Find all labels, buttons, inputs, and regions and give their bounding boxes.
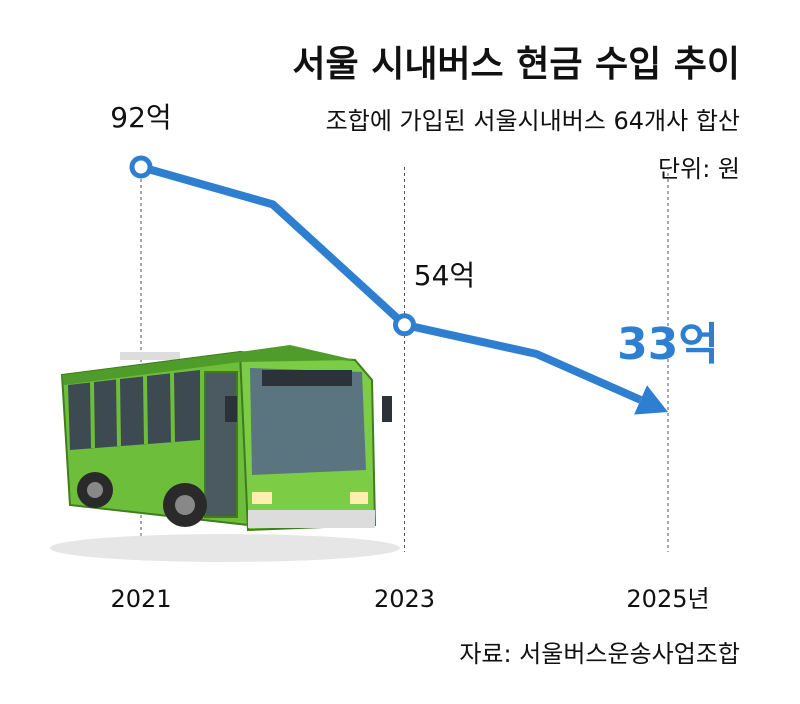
x-tick-label: 2025년 (626, 585, 709, 613)
value-label: 54억 (414, 259, 475, 292)
bus-illustration (50, 345, 400, 562)
value-label: 92억 (110, 101, 171, 134)
subtitle: 조합에 가입된 서울시내버스 64개사 합산 (326, 107, 740, 135)
plot-area: 2021 2023 2025년 92억 54억 33억 (110, 101, 719, 613)
point-marker (393, 313, 416, 337)
x-tick-label: 2023 (374, 585, 435, 613)
arrow-head (634, 385, 668, 415)
x-tick-label: 2021 (110, 585, 171, 613)
point-marker (129, 155, 153, 179)
chart-title: 서울 시내버스 현금 수입 추이 (292, 44, 740, 85)
source: 자료: 서울버스운송사업조합 (459, 640, 740, 668)
value-label: 33억 (617, 319, 719, 370)
unit-note: 단위: 원 (658, 155, 740, 183)
